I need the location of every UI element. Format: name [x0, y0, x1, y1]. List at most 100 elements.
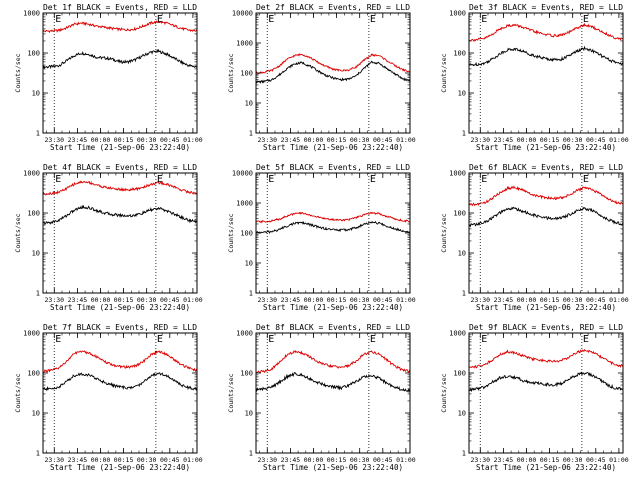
x-tick-label: 00:30: [350, 136, 370, 144]
x-tick-label: 00:30: [563, 136, 583, 144]
x-tick-label: 23:30: [258, 136, 278, 144]
x-tick-label: 00:00: [517, 136, 537, 144]
event-marker-label: E: [583, 14, 589, 25]
x-tick-label: 23:30: [258, 456, 278, 464]
panel-title: Det 4f BLACK = Events, RED = LLD: [43, 163, 197, 172]
x-tick-label: 00:45: [160, 136, 180, 144]
y-tick-label: 10: [245, 260, 253, 268]
event-marker-label: E: [157, 14, 163, 25]
x-tick-label: 00:15: [327, 296, 347, 304]
x-tick-label: 01:00: [609, 296, 629, 304]
panel-det-8: Det 8f BLACK = Events, RED = LLD 1 10 100 10…: [227, 323, 416, 472]
y-tick-label: 1000: [236, 330, 253, 338]
event-marker-label: E: [55, 174, 61, 185]
x-axis-label: Start Time (21-Sep-06 23:22:40): [50, 303, 190, 312]
series-line-lld: [468, 185, 624, 207]
panel-det-2: Det 2f BLACK = Events, RED = LLD 1 10 100 10…: [227, 3, 416, 152]
panel-det-4: Det 4f BLACK = Events, RED = LLD 1 10 100 10…: [14, 163, 203, 312]
y-tick-label: 100: [453, 210, 466, 218]
event-marker-label: E: [583, 174, 589, 185]
panel-det-3: Det 3f BLACK = Events, RED = LLD 1 10 100 10…: [440, 3, 629, 152]
event-marker-label: E: [370, 334, 376, 345]
panel-title: Det 1f BLACK = Events, RED = LLD: [43, 3, 197, 12]
y-tick-label: 10: [245, 410, 253, 418]
event-marker-label: E: [268, 174, 274, 185]
series-line-lld: [42, 20, 198, 34]
x-tick-label: 00:45: [373, 456, 393, 464]
y-tick-label: 1: [462, 290, 466, 298]
event-marker-label: E: [55, 14, 61, 25]
panel-det-7: Det 7f BLACK = Events, RED = LLD 1 10 100 10…: [14, 323, 203, 472]
x-tick-label: 00:15: [540, 296, 560, 304]
x-tick-label: 00:00: [304, 296, 324, 304]
plot-frame: [255, 172, 411, 294]
x-tick-label: 23:45: [494, 136, 514, 144]
series-line-events: [255, 60, 411, 84]
series-line-lld: [42, 180, 198, 196]
x-tick-label: 00:00: [304, 456, 324, 464]
y-tick-label: 100: [453, 370, 466, 378]
event-marker-label: E: [268, 334, 274, 345]
series-line-events: [255, 372, 411, 394]
x-tick-label: 23:30: [471, 136, 491, 144]
event-marker-label: E: [583, 334, 589, 345]
x-tick-label: 00:15: [327, 136, 347, 144]
x-tick-label: 00:00: [91, 136, 111, 144]
x-axis-label: Start Time (21-Sep-06 23:22:40): [263, 463, 403, 472]
panel-title: Det 6f BLACK = Events, RED = LLD: [469, 163, 623, 172]
x-tick-label: 00:45: [373, 296, 393, 304]
x-tick-label: 01:00: [183, 136, 203, 144]
y-tick-label: 10: [458, 250, 466, 258]
series-line-lld: [468, 22, 624, 42]
x-tick-label: 00:15: [540, 136, 560, 144]
x-tick-label: 00:15: [114, 296, 134, 304]
x-tick-label: 00:30: [137, 296, 157, 304]
x-tick-label: 23:45: [68, 136, 88, 144]
y-axis-label: Counts/sec: [227, 213, 235, 252]
x-tick-label: 00:45: [160, 296, 180, 304]
plot-frame: [468, 332, 624, 454]
series-line-events: [468, 206, 624, 228]
panel-title: Det 5f BLACK = Events, RED = LLD: [256, 163, 410, 172]
panel-det-9: Det 9f BLACK = Events, RED = LLD 1 10 100 10…: [440, 323, 629, 472]
series-line-events: [42, 204, 198, 226]
x-axis-label: Start Time (21-Sep-06 23:22:40): [476, 143, 616, 152]
panel-det-1: Det 1f BLACK = Events, RED = LLD 1 10 100 10…: [14, 3, 203, 152]
y-tick-label: 10: [32, 90, 40, 98]
y-tick-label: 1: [249, 450, 253, 458]
plot-frame: [255, 12, 411, 134]
x-tick-label: 23:45: [281, 456, 301, 464]
y-tick-label: 1: [36, 450, 40, 458]
plot-frame: [42, 172, 198, 294]
x-tick-label: 23:45: [68, 456, 88, 464]
x-tick-label: 00:45: [586, 296, 606, 304]
y-axis-label: Counts/sec: [14, 213, 22, 252]
x-tick-label: 00:15: [327, 456, 347, 464]
x-axis-label: Start Time (21-Sep-06 23:22:40): [263, 303, 403, 312]
y-tick-label: 10: [32, 250, 40, 258]
x-tick-label: 00:00: [517, 456, 537, 464]
y-tick-label: 100: [27, 210, 40, 218]
plot-frame: [42, 332, 198, 454]
y-tick-label: 1: [462, 130, 466, 138]
series-line-events: [468, 371, 624, 393]
y-tick-label: 100: [27, 50, 40, 58]
series-line-events: [42, 48, 198, 70]
y-axis-label: Counts/sec: [227, 373, 235, 412]
y-tick-label: 100: [240, 370, 253, 378]
event-marker-label: E: [55, 334, 61, 345]
event-marker-label: E: [370, 174, 376, 185]
event-marker-label: E: [268, 14, 274, 25]
x-tick-label: 01:00: [396, 296, 416, 304]
y-axis-label: Counts/sec: [440, 373, 448, 412]
plot-frame: [468, 172, 624, 294]
series-line-events: [255, 220, 411, 234]
x-tick-label: 00:30: [137, 136, 157, 144]
series-line-events: [468, 45, 624, 67]
y-tick-label: 1: [36, 130, 40, 138]
x-tick-label: 00:45: [586, 456, 606, 464]
y-tick-label: 1000: [23, 170, 40, 178]
series-line-lld: [468, 349, 624, 369]
x-axis-label: Start Time (21-Sep-06 23:22:40): [476, 303, 616, 312]
